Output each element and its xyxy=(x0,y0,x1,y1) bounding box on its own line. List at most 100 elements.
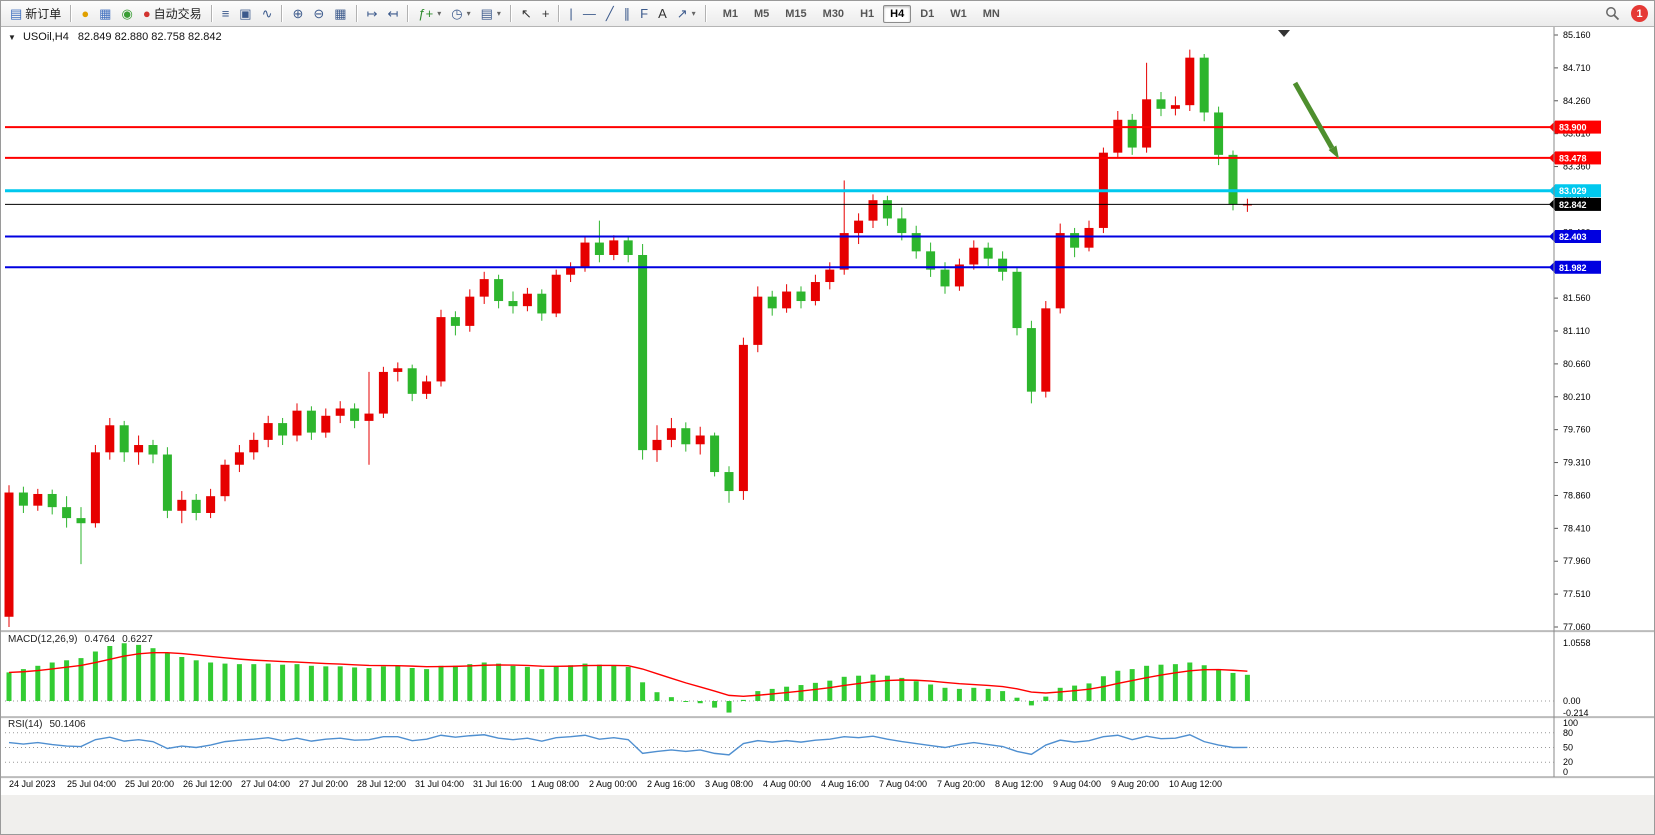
symbol-dropdown-icon[interactable]: ▼ xyxy=(8,33,16,42)
trendline-icon: ╱ xyxy=(605,6,614,21)
candle-body xyxy=(350,408,360,421)
candle-body xyxy=(105,425,115,453)
candle-body xyxy=(1199,57,1209,113)
auto-trading-button[interactable]: ● 自动交易 xyxy=(139,3,206,24)
macd-histogram-bar xyxy=(496,663,502,701)
macd-histogram-bar xyxy=(49,662,55,701)
symbol-period-label: USOil,H4 xyxy=(22,31,69,43)
macd-histogram-bar xyxy=(1187,662,1193,701)
timeframe-m5[interactable]: M5 xyxy=(753,7,770,20)
vertical-line-button[interactable]: | xyxy=(565,5,576,22)
toolbar: ▤ 新订单 ● ▦ ◉ ● 自动交易 ≡ ▣ ∿ ⊕ ⊖ ▦ ↦ ↤ ƒ+ ▾ ◷ ▾ ▤ ▾ ↖ + | — ╱ ∥ F A ↗ ▾ M1 M… xyxy=(1,1,1654,27)
macd-histogram-bar xyxy=(150,648,156,701)
toolbar-separator xyxy=(558,5,561,22)
candle-body xyxy=(868,200,878,221)
candle-body xyxy=(292,410,302,436)
chart-shift-button[interactable]: ↤ xyxy=(384,5,403,22)
channel-button[interactable]: ∥ xyxy=(620,5,635,22)
time-axis-label: 8 Aug 12:00 xyxy=(995,779,1043,789)
candle-body xyxy=(206,496,216,513)
line-chart-button[interactable]: ∿ xyxy=(258,5,277,22)
auto-scroll-icon: ↦ xyxy=(366,6,378,21)
arrows-button[interactable]: ↗ ▾ xyxy=(673,5,700,22)
time-axis-label: 24 Jul 2023 xyxy=(9,779,56,789)
macd-histogram-bar xyxy=(6,672,12,701)
horizontal-line-button[interactable]: — xyxy=(579,5,600,22)
trendline-button[interactable]: ╱ xyxy=(602,5,618,22)
candlestick-chart-button[interactable]: ▣ xyxy=(235,5,255,22)
candle-body xyxy=(1185,57,1195,106)
candle-body xyxy=(278,423,288,436)
search-button[interactable] xyxy=(1601,4,1624,23)
candle-body xyxy=(134,445,144,453)
bar-chart-button[interactable]: ≡ xyxy=(218,5,234,22)
auto-scroll-button[interactable]: ↦ xyxy=(363,5,382,22)
fibonacci-button[interactable]: F xyxy=(636,5,652,22)
candle-body xyxy=(1156,99,1166,109)
new-order-icon: ▤ xyxy=(10,6,23,21)
chart-shift-icon: ↤ xyxy=(387,6,399,21)
market-button[interactable]: ▦ xyxy=(95,5,115,22)
macd-scale-label: -0.214 xyxy=(1563,708,1589,718)
cursor-button[interactable]: ↖ xyxy=(517,5,536,22)
chart-area[interactable]: 85.16084.71084.26083.81083.36082.91082.4… xyxy=(1,27,1655,835)
zoom-out-button[interactable]: ⊖ xyxy=(309,5,328,22)
macd-panel[interactable]: 1.0558 0.00 -0.214 xyxy=(5,638,1591,718)
toolbar-separator xyxy=(355,5,358,22)
time-axis-label: 1 Aug 08:00 xyxy=(531,779,579,789)
arrow-annotation-head[interactable] xyxy=(1328,145,1339,159)
signals-button[interactable]: ◉ xyxy=(117,5,136,22)
candle-body xyxy=(753,296,763,345)
panel-separators[interactable] xyxy=(1,27,1655,779)
candle-body xyxy=(33,493,43,506)
notification-badge[interactable]: 1 xyxy=(1631,5,1648,22)
timeframe-m15[interactable]: M15 xyxy=(785,7,807,20)
timeframe-h4[interactable]: H4 xyxy=(883,4,912,23)
timeframe-m30[interactable]: M30 xyxy=(822,7,845,20)
templates-button-caret-icon[interactable]: ▾ xyxy=(496,9,501,18)
candle-body xyxy=(90,452,100,524)
candle-body xyxy=(364,413,374,421)
macd-histogram-bar xyxy=(1158,664,1164,701)
indicators-button-caret-icon[interactable]: ▾ xyxy=(437,9,442,18)
price-axis[interactable]: 85.16084.71084.26083.81083.36082.91082.4… xyxy=(1554,30,1591,632)
templates-button[interactable]: ▤ ▾ xyxy=(477,5,505,22)
macd-histogram-bar xyxy=(611,665,617,701)
price-lines[interactable]: 83.900 83.478 83.029 82.403 81.982 82.842 xyxy=(5,120,1601,274)
timeframe-d1[interactable]: D1 xyxy=(920,7,935,20)
macd-scale-label: 1.0558 xyxy=(1563,638,1591,648)
arrows-button-caret-icon[interactable]: ▾ xyxy=(691,9,696,18)
periods-button[interactable]: ◷ ▾ xyxy=(447,5,474,22)
price-axis-label: 80.210 xyxy=(1563,392,1591,402)
timeframe-h1[interactable]: H1 xyxy=(860,7,875,20)
crosshair-button[interactable]: + xyxy=(538,5,554,22)
deposit-gold-button[interactable]: ● xyxy=(77,5,93,22)
line-chart-icon: ∿ xyxy=(261,6,273,21)
time-axis-label: 27 Jul 04:00 xyxy=(241,779,290,789)
candle-body xyxy=(450,317,460,326)
time-axis[interactable]: 24 Jul 2023 25 Jul 04:00 25 Jul 20:00 26 Ju… xyxy=(9,779,1222,789)
timeframe-m1[interactable]: M1 xyxy=(722,7,738,20)
macd-histogram-bar xyxy=(1000,691,1006,701)
indicators-button[interactable]: ƒ+ ▾ xyxy=(414,5,445,22)
new-order-button[interactable]: ▤ 新订单 xyxy=(6,3,65,24)
annotations[interactable] xyxy=(1278,30,1339,159)
candle-body xyxy=(594,242,604,255)
tile-windows-button[interactable]: ▦ xyxy=(330,5,350,22)
timeframe-mn[interactable]: MN xyxy=(982,7,1000,20)
chart-shift-marker[interactable] xyxy=(1278,30,1290,37)
macd-histogram-bar xyxy=(35,665,41,701)
rsi-header: RSI(14) 50.1406 xyxy=(8,719,93,730)
ohlc-values: 82.849 82.880 82.758 82.842 xyxy=(77,31,222,43)
arrow-annotation[interactable] xyxy=(1292,81,1335,150)
periods-button-caret-icon[interactable]: ▾ xyxy=(466,9,471,18)
timeframe-w1[interactable]: W1 xyxy=(950,7,967,20)
macd-histogram-bar xyxy=(1129,669,1135,701)
price-axis-label: 81.560 xyxy=(1563,293,1591,303)
zoom-in-button[interactable]: ⊕ xyxy=(288,5,307,22)
rsi-line xyxy=(8,734,1248,756)
toolbar-separator xyxy=(704,5,707,22)
text-button[interactable]: A xyxy=(654,5,671,22)
candle-body xyxy=(1055,233,1065,309)
